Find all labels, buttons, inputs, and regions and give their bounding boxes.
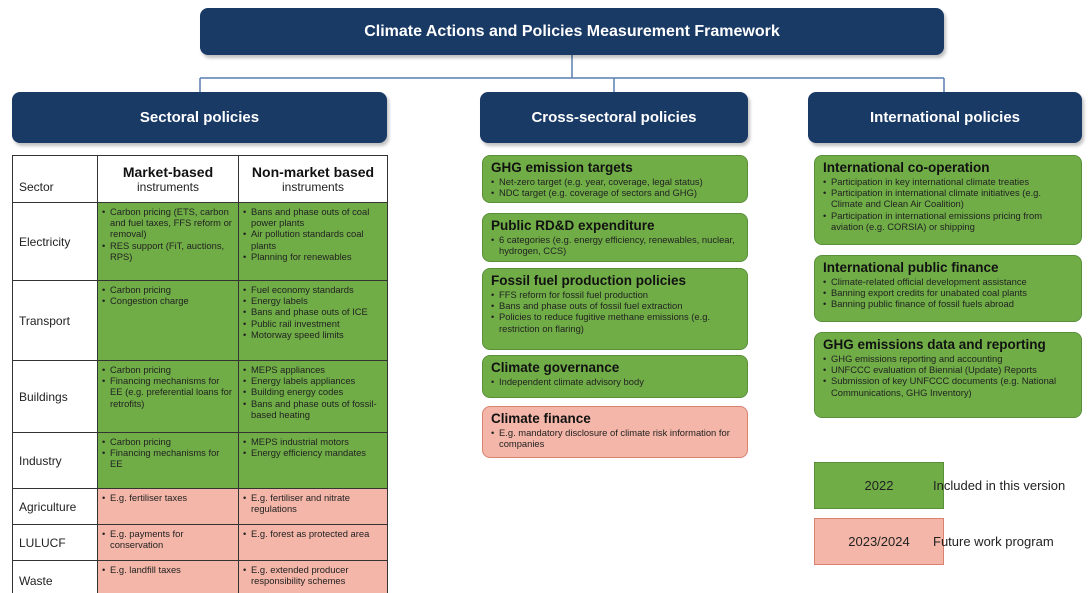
box-title: GHG emission targets — [491, 160, 633, 175]
box-title: Fossil fuel production policies — [491, 273, 687, 288]
policy-box: International co-operationParticipation … — [814, 155, 1082, 245]
bullet: Carbon pricing — [102, 364, 234, 375]
legend-swatch: 2022 — [814, 462, 944, 509]
bullet: E.g. landfill taxes — [102, 564, 234, 575]
bullet: Bans and phase outs of fossil fuel extra… — [491, 300, 739, 311]
column-header: International policies — [808, 92, 1082, 143]
sector-cell: LULUCF — [12, 524, 98, 561]
bullet: Bans and phase outs of coal power plants — [243, 206, 383, 228]
box-title: Climate governance — [491, 360, 620, 375]
bullet: Participation in key international clima… — [823, 176, 1073, 187]
bullet: Energy efficiency mandates — [243, 447, 383, 458]
nonmarket-cell: Fuel economy standardsEnergy labelsBans … — [238, 280, 388, 361]
legend-text: Future work program — [933, 534, 1054, 549]
market-cell: E.g. landfill taxes — [97, 560, 239, 593]
nonmarket-cell: E.g. forest as protected area — [238, 524, 388, 561]
header-title: Non-market based — [251, 164, 375, 180]
bullet: Carbon pricing (ETS, carbon and fuel tax… — [102, 206, 234, 240]
bullet: Banning public finance of fossil fuels a… — [823, 298, 1073, 309]
bullet: Carbon pricing — [102, 436, 234, 447]
bullet: Financing mechanisms for EE — [102, 447, 234, 469]
bullet: Banning export credits for unabated coal… — [823, 287, 1073, 298]
legend-swatch: 2023/2024 — [814, 518, 944, 565]
bullet: Motorway speed limits — [243, 329, 383, 340]
box-title: Public RD&D expenditure — [491, 218, 655, 233]
box-title: International co-operation — [823, 160, 990, 175]
market-cell: E.g. payments for conservation — [97, 524, 239, 561]
bullet: Net-zero target (e.g. year, coverage, le… — [491, 176, 739, 187]
sector-cell: Transport — [12, 280, 98, 361]
policy-box: Fossil fuel production policiesFFS refor… — [482, 268, 748, 350]
nonmarket-cell: MEPS appliancesEnergy labels appliancesB… — [238, 360, 388, 433]
bullet: E.g. mandatory disclosure of climate ris… — [491, 427, 739, 449]
nonmarket-cell: E.g. extended producer responsibility sc… — [238, 560, 388, 593]
bullet: Carbon pricing — [102, 284, 234, 295]
policy-box: GHG emissions data and reportingGHG emis… — [814, 332, 1082, 418]
market-cell: Carbon pricingFinancing mechanisms for E… — [97, 360, 239, 433]
bullet: Energy labels — [243, 295, 383, 306]
bullet: Submission of key UNFCCC documents (e.g.… — [823, 375, 1073, 397]
bullet: 6 categories (e.g. energy efficiency, re… — [491, 234, 739, 256]
market-cell: E.g. fertiliser taxes — [97, 488, 239, 525]
header-cell: Market-based instruments — [97, 155, 239, 203]
bullet: Financing mechanisms for EE (e.g. prefer… — [102, 375, 234, 409]
bullet: Bans and phase outs of ICE — [243, 306, 383, 317]
bullet: FFS reform for fossil fuel production — [491, 289, 739, 300]
bullet: GHG emissions reporting and accounting — [823, 353, 1073, 364]
bullet: UNFCCC evaluation of Biennial (Update) R… — [823, 364, 1073, 375]
column-header: Cross-sectoral policies — [480, 92, 748, 143]
bullet: E.g. fertiliser taxes — [102, 492, 234, 503]
header-cell: Sector — [12, 155, 98, 203]
nonmarket-cell: MEPS industrial motorsEnergy efficiency … — [238, 432, 388, 489]
bullet: RES support (FiT, auctions, RPS) — [102, 240, 234, 262]
sector-cell: Buildings — [12, 360, 98, 433]
sector-cell: Electricity — [12, 202, 98, 281]
policy-box: International public financeClimate-rela… — [814, 255, 1082, 322]
bullet: Climate-related official development ass… — [823, 276, 1073, 287]
market-cell: Carbon pricingCongestion charge — [97, 280, 239, 361]
column-header: Sectoral policies — [12, 92, 387, 143]
bullet: Bans and phase outs of fossil-based heat… — [243, 398, 383, 420]
bullet: MEPS industrial motors — [243, 436, 383, 447]
nonmarket-cell: E.g. fertiliser and nitrate regulations — [238, 488, 388, 525]
bullet: E.g. fertiliser and nitrate regulations — [243, 492, 383, 514]
bullet: NDC target (e.g. coverage of sectors and… — [491, 187, 739, 198]
bullet: Public rail investment — [243, 318, 383, 329]
sector-cell: Waste — [12, 560, 98, 593]
bullet: Participation in international emissions… — [823, 210, 1073, 232]
bullet: Energy labels appliances — [243, 375, 383, 386]
bullet: Participation in international climate i… — [823, 187, 1073, 209]
box-title: GHG emissions data and reporting — [823, 337, 1046, 352]
market-cell: Carbon pricing (ETS, carbon and fuel tax… — [97, 202, 239, 281]
policy-box: GHG emission targetsNet-zero target (e.g… — [482, 155, 748, 203]
main-title: Climate Actions and Policies Measurement… — [200, 8, 944, 55]
policy-box: Public RD&D expenditure6 categories (e.g… — [482, 213, 748, 262]
sector-cell: Agriculture — [12, 488, 98, 525]
bullet: E.g. extended producer responsibility sc… — [243, 564, 383, 586]
bullet: Policies to reduce fugitive methane emis… — [491, 311, 739, 333]
header-subtitle: instruments — [281, 180, 345, 194]
header-cell: Non-market based instruments — [238, 155, 388, 203]
box-title: Climate finance — [491, 411, 591, 426]
bullet: MEPS appliances — [243, 364, 383, 375]
nonmarket-cell: Bans and phase outs of coal power plants… — [238, 202, 388, 281]
bullet: Planning for renewables — [243, 251, 383, 262]
sector-cell: Industry — [12, 432, 98, 489]
header-subtitle: instruments — [136, 180, 200, 194]
box-title: International public finance — [823, 260, 999, 275]
bullet: Building energy codes — [243, 386, 383, 397]
policy-box: Climate governanceIndependent climate ad… — [482, 355, 748, 398]
legend-text: Included in this version — [933, 478, 1066, 493]
bullet: Air pollution standards coal plants — [243, 228, 383, 250]
bullet: Congestion charge — [102, 295, 234, 306]
bullet: E.g. payments for conservation — [102, 528, 234, 550]
bullet: Independent climate advisory body — [491, 376, 739, 387]
bullet: Fuel economy standards — [243, 284, 383, 295]
header-title: Market-based — [122, 164, 214, 180]
bullet: E.g. forest as protected area — [243, 528, 383, 539]
policy-box: Climate financeE.g. mandatory disclosure… — [482, 406, 748, 458]
market-cell: Carbon pricingFinancing mechanisms for E… — [97, 432, 239, 489]
